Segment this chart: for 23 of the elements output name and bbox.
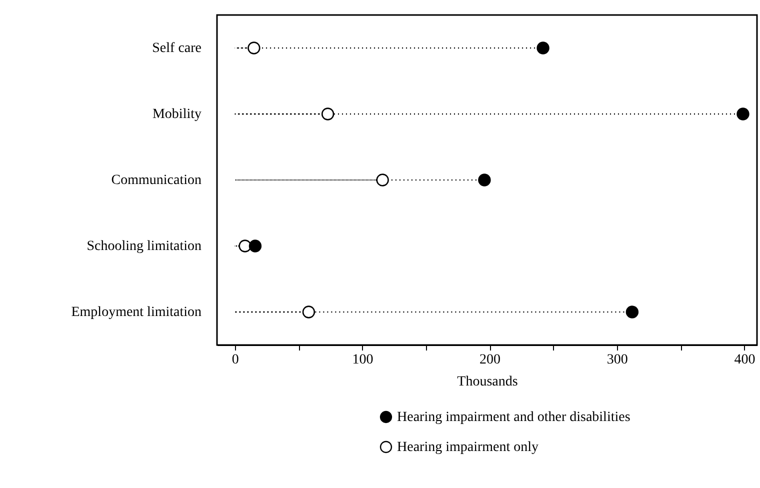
point <box>626 306 639 318</box>
y-tick-label: Schooling limitation <box>86 239 202 254</box>
x-tick-label: 400 <box>734 352 756 368</box>
x-tick-label: 0 <box>232 352 239 368</box>
y-tick-label: Employment limitation <box>71 305 202 320</box>
legend-label: Hearing impairment only <box>397 440 539 455</box>
point <box>736 108 750 120</box>
x-tick-label: 200 <box>480 352 501 368</box>
point <box>536 42 550 54</box>
point <box>321 108 334 120</box>
x-tick-label: 100 <box>352 352 374 368</box>
legend-label: Hearing impairment and other disabilities <box>397 410 630 425</box>
point <box>302 306 316 318</box>
point <box>376 174 389 186</box>
y-tick-label: Self care <box>152 41 202 56</box>
point <box>248 42 260 54</box>
y-tick-label: Communication <box>111 173 202 188</box>
point <box>478 174 491 186</box>
x-tick-label: 300 <box>606 352 628 368</box>
y-tick-label: Mobility <box>152 107 202 122</box>
x-axis-title: Thousands <box>457 374 518 390</box>
point <box>238 240 252 252</box>
point <box>248 240 262 252</box>
